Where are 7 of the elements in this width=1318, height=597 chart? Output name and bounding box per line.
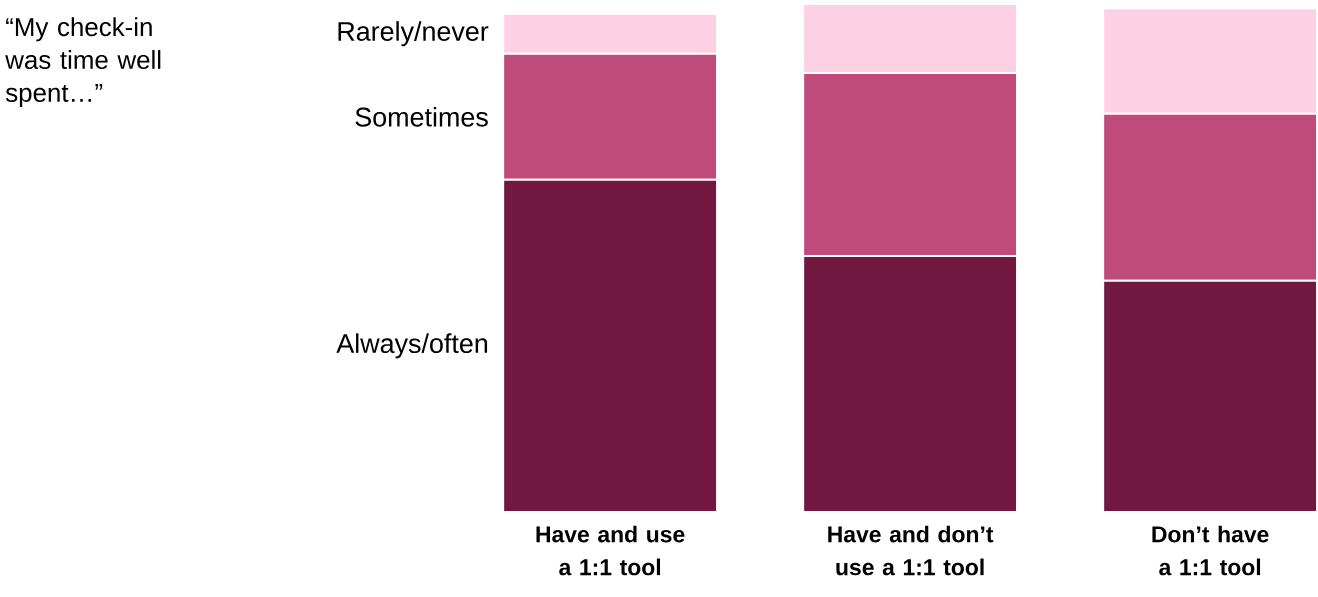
x-tick-label: Don’t have a 1:1 tool xyxy=(1152,525,1269,576)
x-tick-label: Have and use a 1:1 tool xyxy=(536,525,685,576)
series-label: Always/often xyxy=(336,333,488,359)
text: “My check-in was time well spent…” xyxy=(5,17,161,108)
series-label: Rarely/never xyxy=(338,21,489,47)
series-label: Sometimes xyxy=(355,106,488,127)
x-tick-label: Have and don’t use a 1:1 tool xyxy=(828,525,994,576)
